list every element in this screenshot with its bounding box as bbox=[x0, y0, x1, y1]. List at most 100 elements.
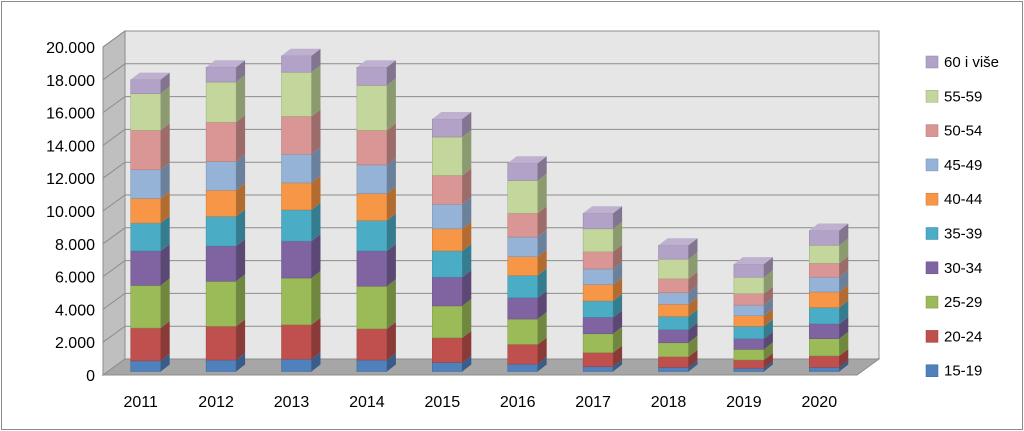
x-tick-label: 2011 bbox=[123, 394, 158, 411]
x-tick-label: 2014 bbox=[349, 394, 385, 411]
x-tick-label: 2012 bbox=[198, 394, 234, 411]
bar-segment bbox=[809, 256, 849, 278]
bar-segment bbox=[281, 147, 321, 184]
bar-segment bbox=[809, 331, 849, 357]
gridline bbox=[102, 227, 879, 245]
y-tick-label: 12.000 bbox=[46, 171, 95, 188]
legend-label: 35-39 bbox=[944, 226, 982, 243]
gridline bbox=[102, 161, 879, 179]
bar-segment bbox=[582, 310, 623, 335]
legend-label: 60 i više bbox=[944, 54, 999, 71]
bar-stack-2020 bbox=[809, 223, 849, 372]
legend-swatch bbox=[925, 330, 939, 343]
bar-segment bbox=[130, 191, 170, 224]
gridline bbox=[102, 30, 879, 48]
legend-item: 25-29 bbox=[925, 294, 982, 311]
bar-segment bbox=[733, 257, 773, 278]
bar-segment bbox=[130, 278, 170, 329]
y-tick-label: 16.000 bbox=[46, 106, 95, 123]
bar-segment bbox=[582, 326, 623, 353]
bar-segment bbox=[356, 157, 396, 194]
bar-segment bbox=[356, 213, 396, 252]
bar-segment bbox=[356, 243, 396, 287]
bar-segment bbox=[432, 168, 472, 205]
bar-segment bbox=[809, 284, 849, 308]
legend-swatch bbox=[925, 261, 939, 275]
bar-segment bbox=[582, 221, 623, 253]
bar-segment bbox=[130, 123, 170, 171]
gridline bbox=[102, 63, 879, 81]
bar-segment bbox=[205, 274, 246, 327]
bar-segment bbox=[582, 244, 623, 270]
y-tick-label: 8.000 bbox=[55, 237, 95, 254]
bar-segment bbox=[432, 330, 472, 363]
legend-item: 45-49 bbox=[925, 157, 982, 174]
legend-label: 20-24 bbox=[944, 328, 982, 345]
legend-swatch bbox=[925, 227, 939, 240]
bar-segment bbox=[432, 221, 472, 252]
legend-label: 40-44 bbox=[944, 191, 982, 208]
legend-item: 30-34 bbox=[925, 260, 982, 277]
bar-segment bbox=[205, 209, 246, 247]
bar-segment bbox=[130, 86, 170, 131]
y-tick-label: 4.000 bbox=[55, 302, 95, 319]
bar-segment bbox=[281, 48, 321, 73]
y-tick-label: 0 bbox=[86, 368, 95, 385]
legend-label: 45-49 bbox=[944, 157, 982, 174]
legend-item: 60 i više bbox=[925, 54, 999, 71]
gridline bbox=[102, 260, 879, 278]
bar-segment bbox=[281, 317, 321, 360]
legend-item: 20-24 bbox=[925, 328, 982, 345]
bar-segment bbox=[281, 109, 321, 155]
bar-stack-2011 bbox=[130, 72, 170, 372]
legend-item: 15-19 bbox=[925, 363, 982, 380]
bar-segment bbox=[507, 290, 547, 320]
x-tick-label: 2020 bbox=[802, 394, 838, 411]
legend-item: 55-59 bbox=[925, 88, 982, 105]
bar-segment bbox=[130, 216, 170, 252]
bar-segment bbox=[205, 319, 246, 361]
bar-segment bbox=[507, 268, 547, 298]
bar-segment bbox=[507, 249, 547, 276]
legend-label: 55-59 bbox=[944, 88, 982, 105]
bar-segment bbox=[356, 60, 396, 86]
bar-segment bbox=[356, 279, 396, 330]
bar-stack-2019 bbox=[733, 257, 773, 372]
legend-swatch bbox=[925, 192, 939, 206]
bar-segment bbox=[432, 243, 472, 278]
legend-swatch bbox=[925, 295, 939, 309]
x-tick-label: 2015 bbox=[425, 394, 461, 411]
bar-segment bbox=[507, 230, 547, 257]
y-tick-label: 6.000 bbox=[55, 270, 95, 287]
legend-swatch bbox=[925, 90, 939, 103]
bar-segment bbox=[130, 243, 170, 286]
legend-label: 30-34 bbox=[944, 260, 982, 277]
bar-segment bbox=[582, 277, 623, 302]
y-tick-label: 14.000 bbox=[46, 138, 95, 155]
bar-stack-2018 bbox=[658, 238, 698, 372]
bar-segment bbox=[507, 173, 547, 214]
legend-item: 50-54 bbox=[925, 123, 982, 140]
bar-stack-2014 bbox=[356, 60, 396, 372]
legend-label: 15-19 bbox=[944, 363, 982, 380]
y-tick-label: 20.000 bbox=[46, 40, 95, 57]
gridline bbox=[102, 325, 879, 343]
bar-stack-2017 bbox=[582, 206, 623, 372]
bar-segment bbox=[507, 156, 547, 181]
bar-segment bbox=[356, 321, 396, 361]
bar-segment bbox=[507, 337, 547, 365]
legend-item: 35-39 bbox=[925, 226, 982, 243]
bar-segment bbox=[205, 154, 246, 191]
x-tick-label: 2013 bbox=[274, 394, 310, 411]
bar-segment bbox=[281, 65, 321, 117]
bar-segment bbox=[205, 115, 246, 162]
legend-swatch bbox=[925, 158, 939, 172]
legend-swatch bbox=[925, 55, 939, 69]
bar-segment bbox=[130, 321, 170, 362]
bar-segment bbox=[356, 78, 396, 131]
bar-segment bbox=[507, 206, 547, 238]
y-tick-label: 10.000 bbox=[46, 204, 95, 221]
legend-item: 40-44 bbox=[925, 191, 982, 208]
gridline bbox=[102, 96, 879, 114]
